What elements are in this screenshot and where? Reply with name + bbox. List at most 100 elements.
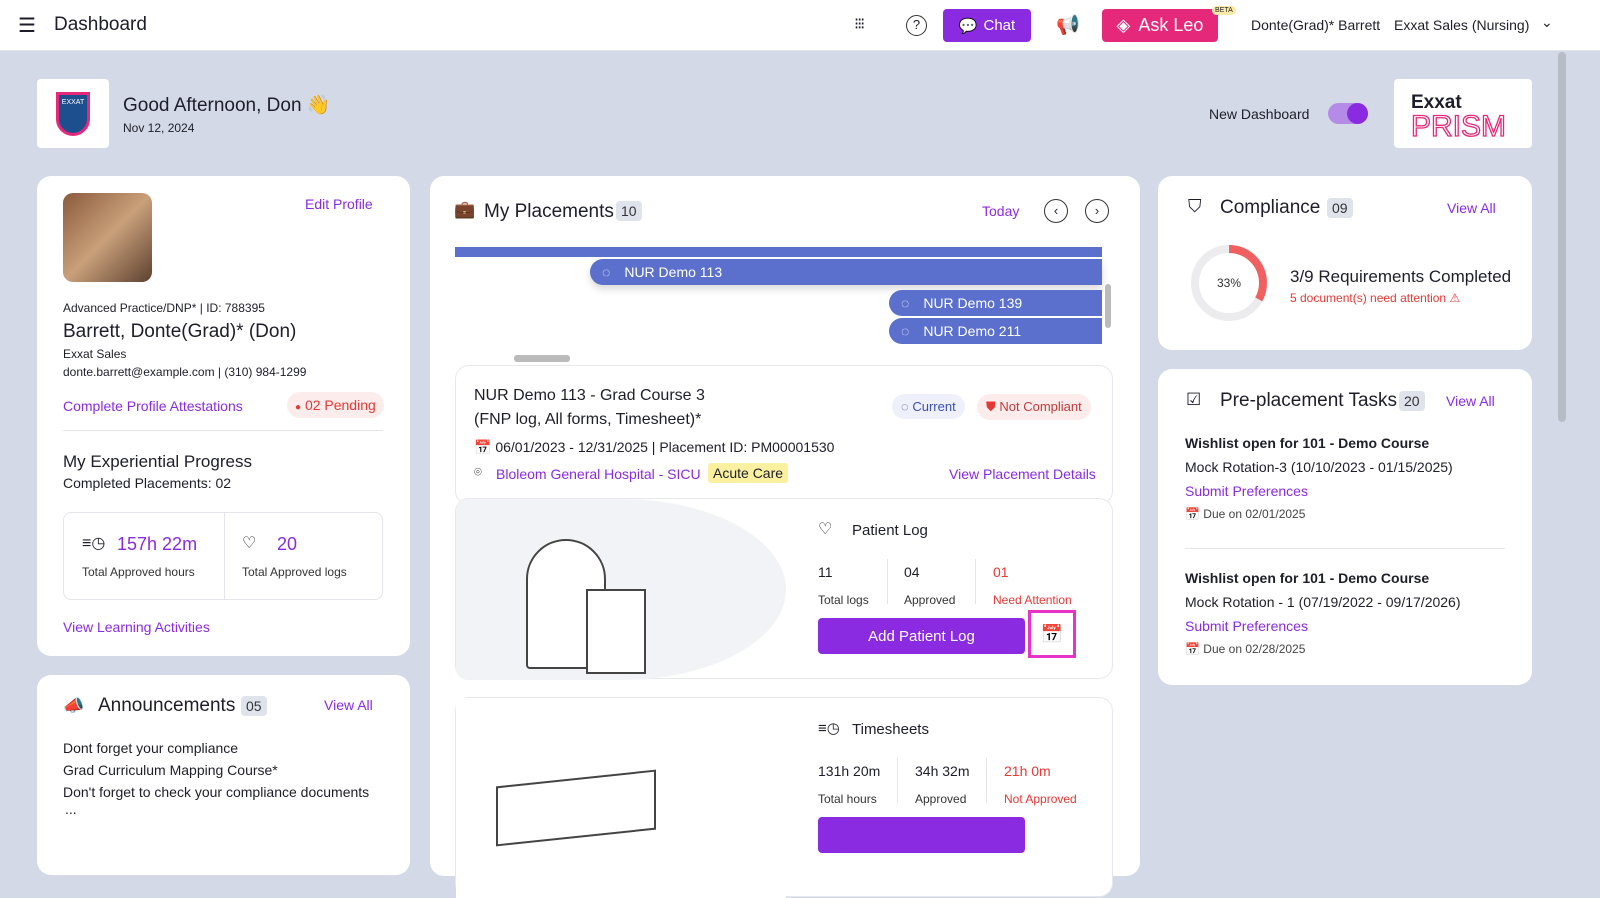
approved-hours-value: 157h 22m [117,534,198,554]
heartbeat-icon: ♡ [242,535,257,552]
beta-badge: BETA [1212,6,1236,15]
announcement-title[interactable]: Dont forget your compliance [63,740,239,756]
timesheets-section: ≡◷ Timesheets 131h 20m Total hours 34h 3… [455,697,1113,898]
total-logs-label: Total logs [818,593,869,607]
clock-icon: ◌ [901,295,910,311]
acute-care-tag: Acute Care [708,463,789,483]
view-learning-link[interactable]: View Learning Activities [63,619,210,635]
approved-hours-value: 34h 32m [915,763,970,779]
approved-logs-value: 04 [904,564,920,580]
menu-icon[interactable]: ☰ [18,15,36,37]
donut-progress-arc [1191,245,1267,321]
chat-icon: 💬 [958,17,978,35]
compliance-count: 09 [1327,198,1353,218]
timesheets-title: Timesheets [852,721,929,738]
requirements-summary: 3/9 Requirements Completed [1290,267,1512,286]
ask-leo-button[interactable]: ◈ Ask Leo [1102,9,1218,42]
org-name[interactable]: Exxat Sales (Nursing) [1394,17,1530,33]
megaphone-icon: 📣 [63,696,85,715]
attention-text: 5 document(s) need attention ⚠ [1290,291,1461,305]
clock-icon: ◌ [602,264,611,280]
compliance-donut: 33% [1191,245,1267,321]
divider [1185,548,1505,549]
not-approved-value: 21h 0m [1004,763,1051,779]
pre-placement-tasks-card: ☑ Pre-placement Tasks 20 View All Wishli… [1158,369,1532,685]
avatar [63,193,152,282]
complete-attestations-link[interactable]: Complete Profile Attestations [63,398,243,414]
calendar-log-button[interactable]: 📅 [1028,610,1076,658]
shield-check-icon: ⛉ [1188,196,1202,216]
pending-badge: ● 02 Pending [287,392,384,418]
megaphone-icon[interactable]: 📢 [1056,15,1080,36]
warning-icon: ⚠ [1449,291,1461,305]
announcements-card: 📣 Announcements 05 View All Dont forget … [37,675,410,875]
placements-title: My Placements [484,201,614,222]
checklist-icon: ☑ [1186,390,1202,409]
chat-label: Chat [983,17,1016,34]
approved-logs-label: Approved [904,593,956,607]
placements-card: 💼 My Placements 10 Today ‹ › ◌ NUR Demo 1… [430,176,1140,898]
tasks-title: Pre-placement Tasks [1220,390,1398,411]
help-icon[interactable]: ? [906,15,927,36]
tasks-view-all[interactable]: View All [1446,393,1495,409]
placement-bar[interactable]: ◌ NUR Demo 139 [889,290,1102,316]
heartbeat-icon: ♡ [818,521,833,538]
announcement-course: Grad Curriculum Mapping Course* [63,762,278,778]
timesheets-illustration [456,698,786,898]
chat-button[interactable]: 💬 Chat [943,9,1031,42]
announcement-body: Don't forget to check your compliance do… [63,784,370,800]
donut-label: 33% [1217,276,1241,290]
compliance-card: ⛉ Compliance 09 View All 33% 3/9 Require… [1158,176,1532,350]
view-placement-details-link[interactable]: View Placement Details [949,466,1096,482]
timesheet-button[interactable] [818,817,1025,853]
page-scrollbar[interactable] [1558,52,1566,422]
submit-preferences-link[interactable]: Submit Preferences [1185,618,1308,634]
chevron-down-icon[interactable]: ⌄ [1541,14,1553,30]
placement-bar[interactable]: ◌ NUR Demo 113 [590,259,1102,285]
exxat-prism-logo: Exxat PRISM [1394,79,1532,148]
announcements-title: Announcements [98,695,236,716]
not-compliant-badge: ⛊ Not Compliant [977,394,1091,420]
timeline-vscroll[interactable] [1105,284,1111,328]
new-dashboard-toggle[interactable] [1328,103,1368,124]
announcement-more: ... [65,801,77,817]
approved-hours-label: Total Approved hours [82,565,195,579]
school-logo: EXXAT [37,79,109,148]
today-button[interactable]: Today [982,203,1020,219]
submit-preferences-link[interactable]: Submit Preferences [1185,483,1308,499]
briefcase-icon: 💼 [454,200,476,219]
current-badge: ◌ Current [892,394,965,419]
placement-title: NUR Demo 113 - Grad Course 3 [474,387,705,404]
add-patient-log-button[interactable]: Add Patient Log [818,618,1025,654]
leo-icon: ◈ [1116,15,1131,35]
patient-log-illustration [456,499,786,680]
clock-list-icon: ≡◷ [82,535,106,552]
site-link[interactable]: Bloleom General Hospital - SICU [496,466,701,482]
top-header: ☰ Dashboard ⁝⁝⁝ ? 💬 Chat 📢 ◈ Ask Leo BETA … [0,0,1600,51]
approved-logs-value: 20 [277,534,298,554]
announcements-view-all[interactable]: View All [324,697,373,713]
apps-grid-icon[interactable]: ⁝⁝⁝ [854,16,865,33]
profile-card: Edit Profile Advanced Practice/DNP* | ID… [37,176,410,656]
placements-count: 10 [616,201,642,221]
greeting-date: Nov 12, 2024 [123,121,195,135]
user-name[interactable]: Donte(Grad)* Barrett [1251,17,1381,33]
placement-bar[interactable]: ◌ NUR Demo 211 [889,318,1102,344]
divider [63,430,383,431]
student-contact: donte.barrett@example.com | (310) 984-12… [63,365,307,379]
prev-arrow-icon[interactable]: ‹ [1044,199,1068,223]
progress-stats: ≡◷ 157h 22m Total Approved hours ♡ 20 To… [63,512,383,600]
edit-profile-link[interactable]: Edit Profile [305,196,373,212]
next-arrow-icon[interactable]: › [1085,199,1109,223]
completed-placements: Completed Placements: 02 [63,475,232,491]
compliance-view-all[interactable]: View All [1447,200,1496,216]
student-org: Exxat Sales [63,347,127,361]
not-approved-label: Not Approved [1004,792,1077,806]
clock-list-icon: ≡◷ [818,720,840,737]
student-name: Barrett, Donte(Grad)* (Don) [63,321,297,342]
placement-detail: NUR Demo 113 - Grad Course 3 (FNP log, A… [455,365,1113,505]
announcements-count: 05 [241,696,267,716]
timeline-bar [455,247,1102,257]
patient-log-section: ♡ Patient Log 11 Total logs 04 Approved … [455,498,1113,680]
timeline-hscroll[interactable] [514,355,570,362]
